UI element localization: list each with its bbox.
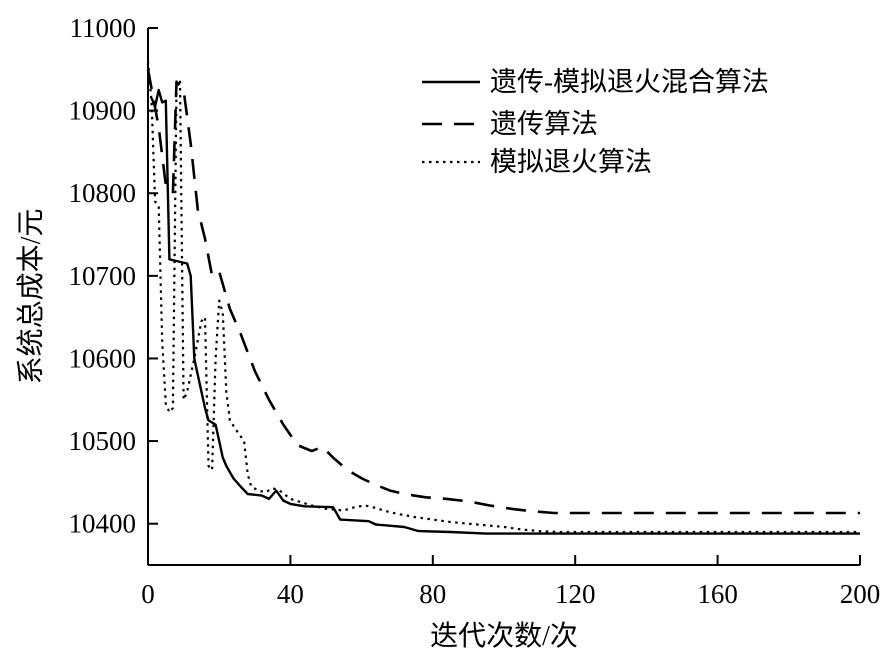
x-tick-label: 160 [697,579,738,609]
y-tick-label: 11000 [70,13,137,43]
y-tick-label: 10900 [69,96,137,126]
legend-label-0: 遗传-模拟退火混合算法 [490,67,769,97]
y-tick-label: 10600 [69,343,137,373]
x-tick-label: 120 [555,579,596,609]
x-tick-label: 0 [141,579,155,609]
legend-label-1: 遗传算法 [490,109,598,139]
legend-item-2: 模拟退火算法 [422,147,652,177]
series-line-1 [146,69,860,515]
x-tick-label: 40 [277,579,304,609]
y-tick-label: 10500 [69,426,137,456]
x-tick-label: 200 [840,579,881,609]
y-tick-label: 10800 [69,178,137,208]
y-tick-label: 10400 [69,509,137,539]
series-line-0 [150,88,860,535]
legend-item-1: 遗传算法 [422,109,598,139]
y-axis-label: 系统总成本/元 [15,209,47,385]
x-axis-label: 迭代次数/次 [430,620,578,652]
y-tick-label: 10700 [69,261,137,291]
legend-label-2: 模拟退火算法 [490,147,652,177]
legend-item-0: 遗传-模拟退火混合算法 [422,67,769,97]
x-tick-label: 80 [419,579,446,609]
